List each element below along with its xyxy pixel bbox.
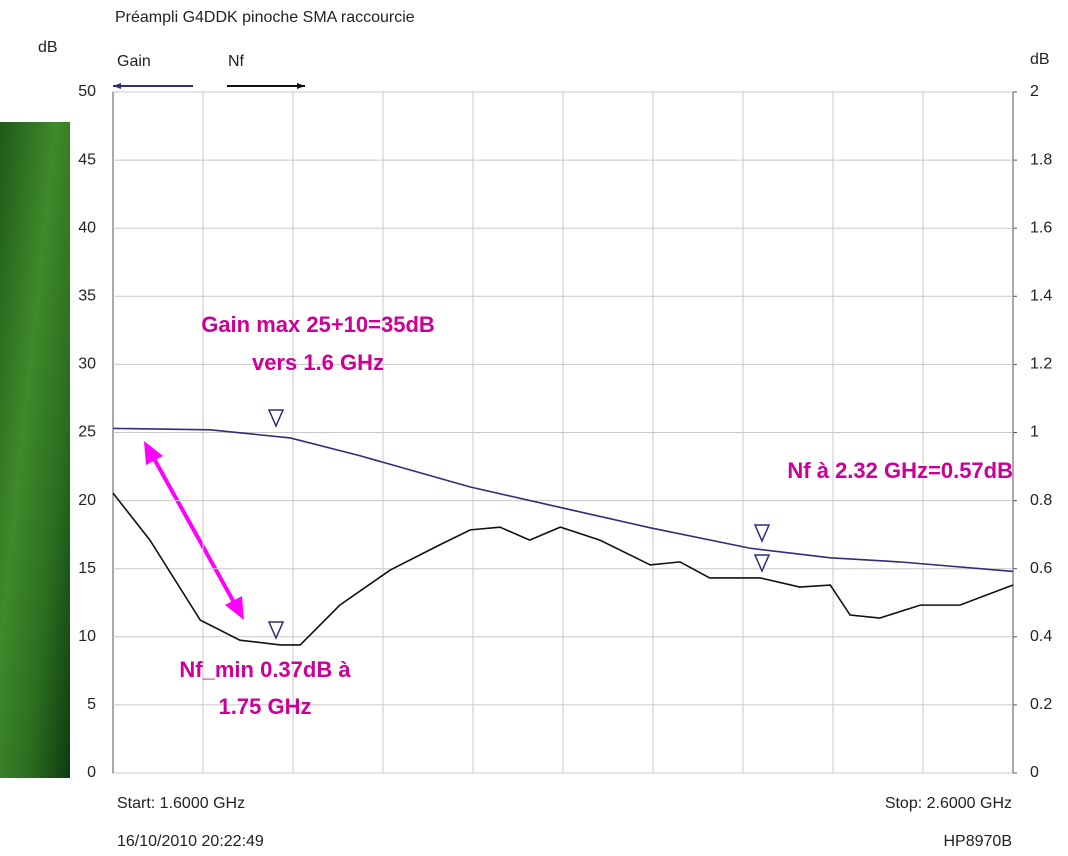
y-tick-label: 25 <box>78 424 96 441</box>
series-line <box>112 492 1014 646</box>
y2-tick-label: 0.4 <box>1030 628 1052 645</box>
y2-axis-label: dB <box>1030 51 1050 68</box>
annotation-arrowhead <box>225 596 244 620</box>
legend-arrowhead <box>113 83 121 89</box>
instrument: HP8970B <box>944 833 1013 850</box>
y-tick-label: 45 <box>78 151 96 168</box>
y-tick-label: 40 <box>78 219 96 236</box>
legend-label: Gain <box>117 53 151 70</box>
annotation: Gain max 25+10=35dB <box>201 312 435 337</box>
marker <box>267 621 285 640</box>
annotation: Nf à 2.32 GHz=0.57dB <box>787 458 1013 483</box>
y2-tick-label: 2 <box>1030 83 1039 100</box>
legend-arrowhead <box>297 83 305 89</box>
y-tick-label: 15 <box>78 560 96 577</box>
photo <box>0 122 70 778</box>
grid <box>113 91 1013 774</box>
chart-title: Préampli G4DDK pinoche SMA raccourcie <box>115 9 415 26</box>
stop-label: Stop: 2.6000 GHz <box>885 795 1012 812</box>
y2-tick-label: 0 <box>1030 764 1039 781</box>
y2-tick-label: 1.2 <box>1030 356 1052 373</box>
marker-triangles <box>267 409 771 640</box>
annotation: 1.75 GHz <box>219 694 312 719</box>
annotation-box <box>130 655 410 725</box>
y2-tick-label: 1 <box>1030 424 1039 441</box>
legend-label: Nf <box>228 53 245 70</box>
y2-tick-label: 0.6 <box>1030 560 1052 577</box>
y2-tick-label: 0.2 <box>1030 696 1052 713</box>
y-tick-label: 20 <box>78 492 96 509</box>
y2-tick-label: 0.8 <box>1030 492 1052 509</box>
y-tick-label: 10 <box>78 628 96 645</box>
annotation: vers 1.6 GHz <box>252 350 384 375</box>
y-tick-label: 0 <box>87 764 96 781</box>
marks <box>112 427 1014 646</box>
series-line <box>112 427 1014 573</box>
marker <box>267 409 285 428</box>
y-tick-label: 50 <box>78 83 96 100</box>
y-tick-label: 5 <box>87 696 96 713</box>
y-axis-label: dB <box>38 39 58 56</box>
y2-tick-label: 1.8 <box>1030 151 1052 168</box>
y-tick-label: 30 <box>78 356 96 373</box>
start-label: Start: 1.6000 GHz <box>117 795 245 812</box>
y2-tick-label: 1.4 <box>1030 288 1052 305</box>
annotation-arrow <box>150 454 238 607</box>
y2-tick-label: 1.6 <box>1030 219 1052 236</box>
y-tick-label: 35 <box>78 288 96 305</box>
marker <box>753 524 771 543</box>
annotation-arrowhead <box>144 441 163 465</box>
annotation: Nf_min 0.37dB à <box>179 657 351 682</box>
timestamp: 16/10/2010 20:22:49 <box>117 833 264 850</box>
marker <box>753 554 771 573</box>
